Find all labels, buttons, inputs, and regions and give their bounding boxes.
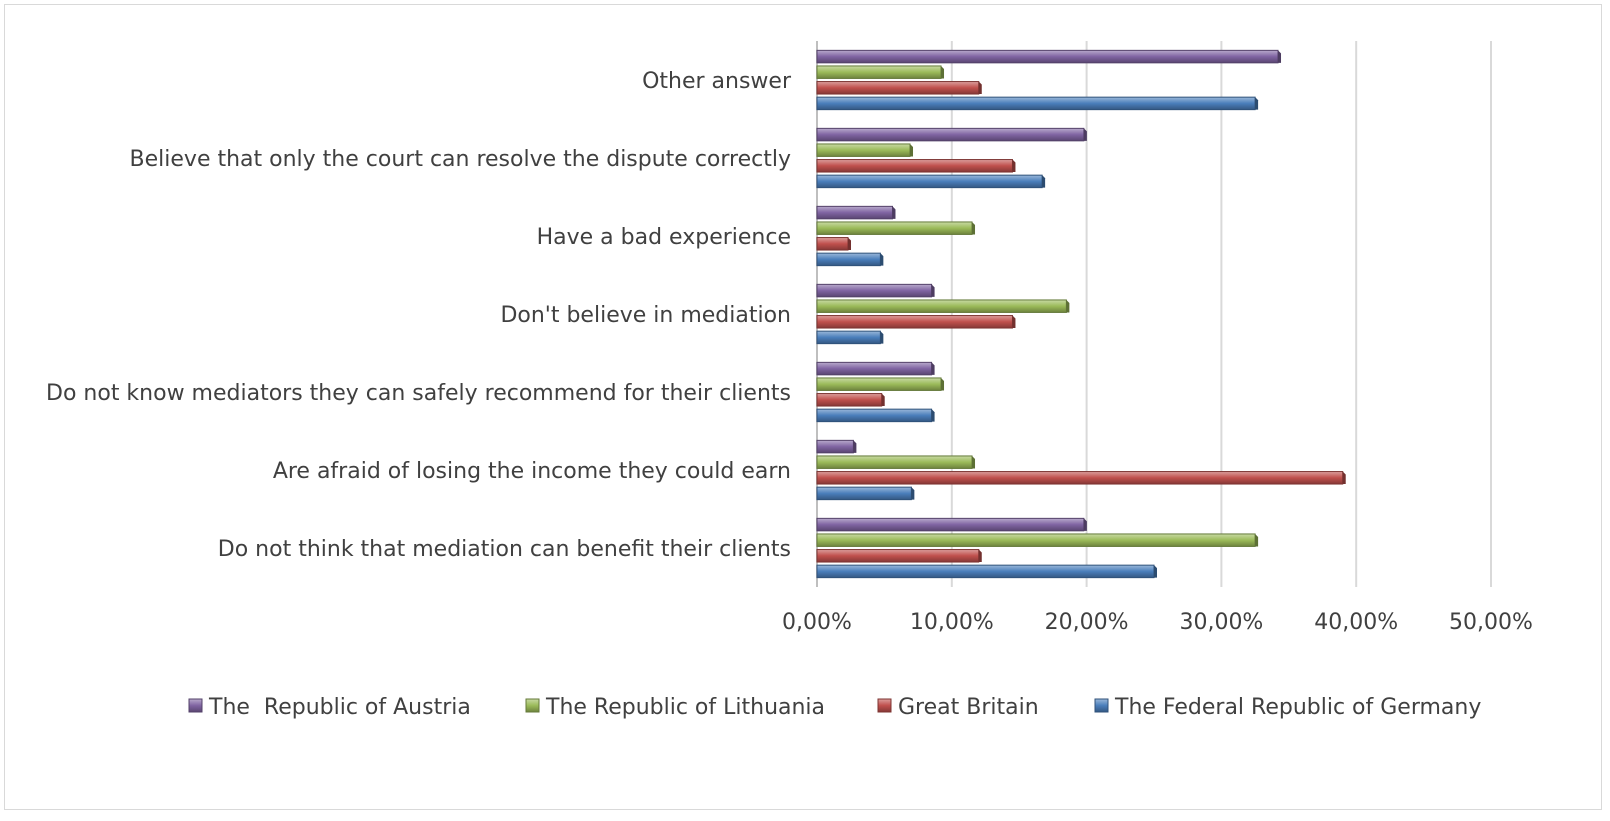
- bar: [816, 299, 1070, 313]
- x-tick-label: 40,00%: [1314, 610, 1398, 635]
- legend-label: The Federal Republic of Germany: [1114, 695, 1481, 720]
- bar: [816, 96, 1259, 111]
- legend-item: Great Britain: [877, 695, 1039, 720]
- bar: [816, 393, 885, 407]
- bar: [816, 205, 896, 220]
- bar-chart: Do not think that mediation can benefit …: [46, 41, 1533, 720]
- bar: [816, 221, 976, 235]
- bar: [816, 174, 1046, 189]
- bar: [816, 408, 935, 423]
- bar: [816, 455, 976, 469]
- legend-label: The Republic of Austria: [208, 695, 471, 720]
- bar: [816, 439, 857, 454]
- bar: [816, 65, 945, 79]
- category-label: Other answer: [642, 69, 792, 94]
- bar: [816, 315, 1016, 329]
- x-tick-label: 20,00%: [1045, 610, 1129, 635]
- category-label: Believe that only the court can resolve …: [130, 147, 791, 172]
- legend-swatch: [188, 698, 203, 713]
- bar: [816, 81, 982, 95]
- bar: [816, 533, 1259, 547]
- bar: [816, 486, 915, 501]
- bar: [816, 143, 914, 157]
- category-labels: Do not think that mediation can benefit …: [46, 69, 792, 562]
- bar: [816, 517, 1087, 532]
- x-tick-labels: 0,00% 10,00% 20,00% 30,00% 40,00% 50,00%: [782, 610, 1533, 635]
- legend-label: The Republic of Lithuania: [545, 695, 825, 720]
- bar: [816, 237, 852, 251]
- legend-label: Great Britain: [898, 695, 1039, 720]
- bars: [816, 49, 1346, 579]
- x-tick-label: 0,00%: [782, 610, 852, 635]
- category-label: Do not know mediators they can safely re…: [46, 381, 791, 406]
- category-label: Do not think that mediation can benefit …: [218, 537, 791, 562]
- chart-frame: Do not think that mediation can benefit …: [4, 4, 1602, 810]
- category-label: Don't believe in mediation: [500, 303, 791, 328]
- bar: [816, 127, 1087, 142]
- legend-item: The Republic of Austria: [188, 695, 471, 720]
- bar: [816, 564, 1157, 579]
- bar: [816, 49, 1282, 64]
- legend-item: The Federal Republic of Germany: [1094, 695, 1481, 720]
- legend: The Republic of Austria The Republic of L…: [188, 695, 1481, 720]
- legend-swatch: [877, 698, 892, 713]
- bar: [816, 549, 982, 563]
- legend-swatch: [1094, 698, 1109, 713]
- category-label: Have a bad experience: [537, 225, 791, 250]
- bar: [816, 159, 1016, 173]
- x-tick-label: 30,00%: [1179, 610, 1263, 635]
- bar: [816, 377, 945, 391]
- x-tick-label: 50,00%: [1449, 610, 1533, 635]
- legend-item: The Republic of Lithuania: [525, 695, 825, 720]
- category-label: Are afraid of losing the income they cou…: [273, 459, 791, 484]
- bar: [816, 471, 1346, 485]
- bar: [816, 252, 884, 267]
- gridlines: [816, 41, 1492, 587]
- legend-swatch: [525, 698, 540, 713]
- x-tick-label: 10,00%: [910, 610, 994, 635]
- bar: [816, 330, 884, 345]
- bar: [816, 283, 935, 298]
- bar: [816, 361, 935, 376]
